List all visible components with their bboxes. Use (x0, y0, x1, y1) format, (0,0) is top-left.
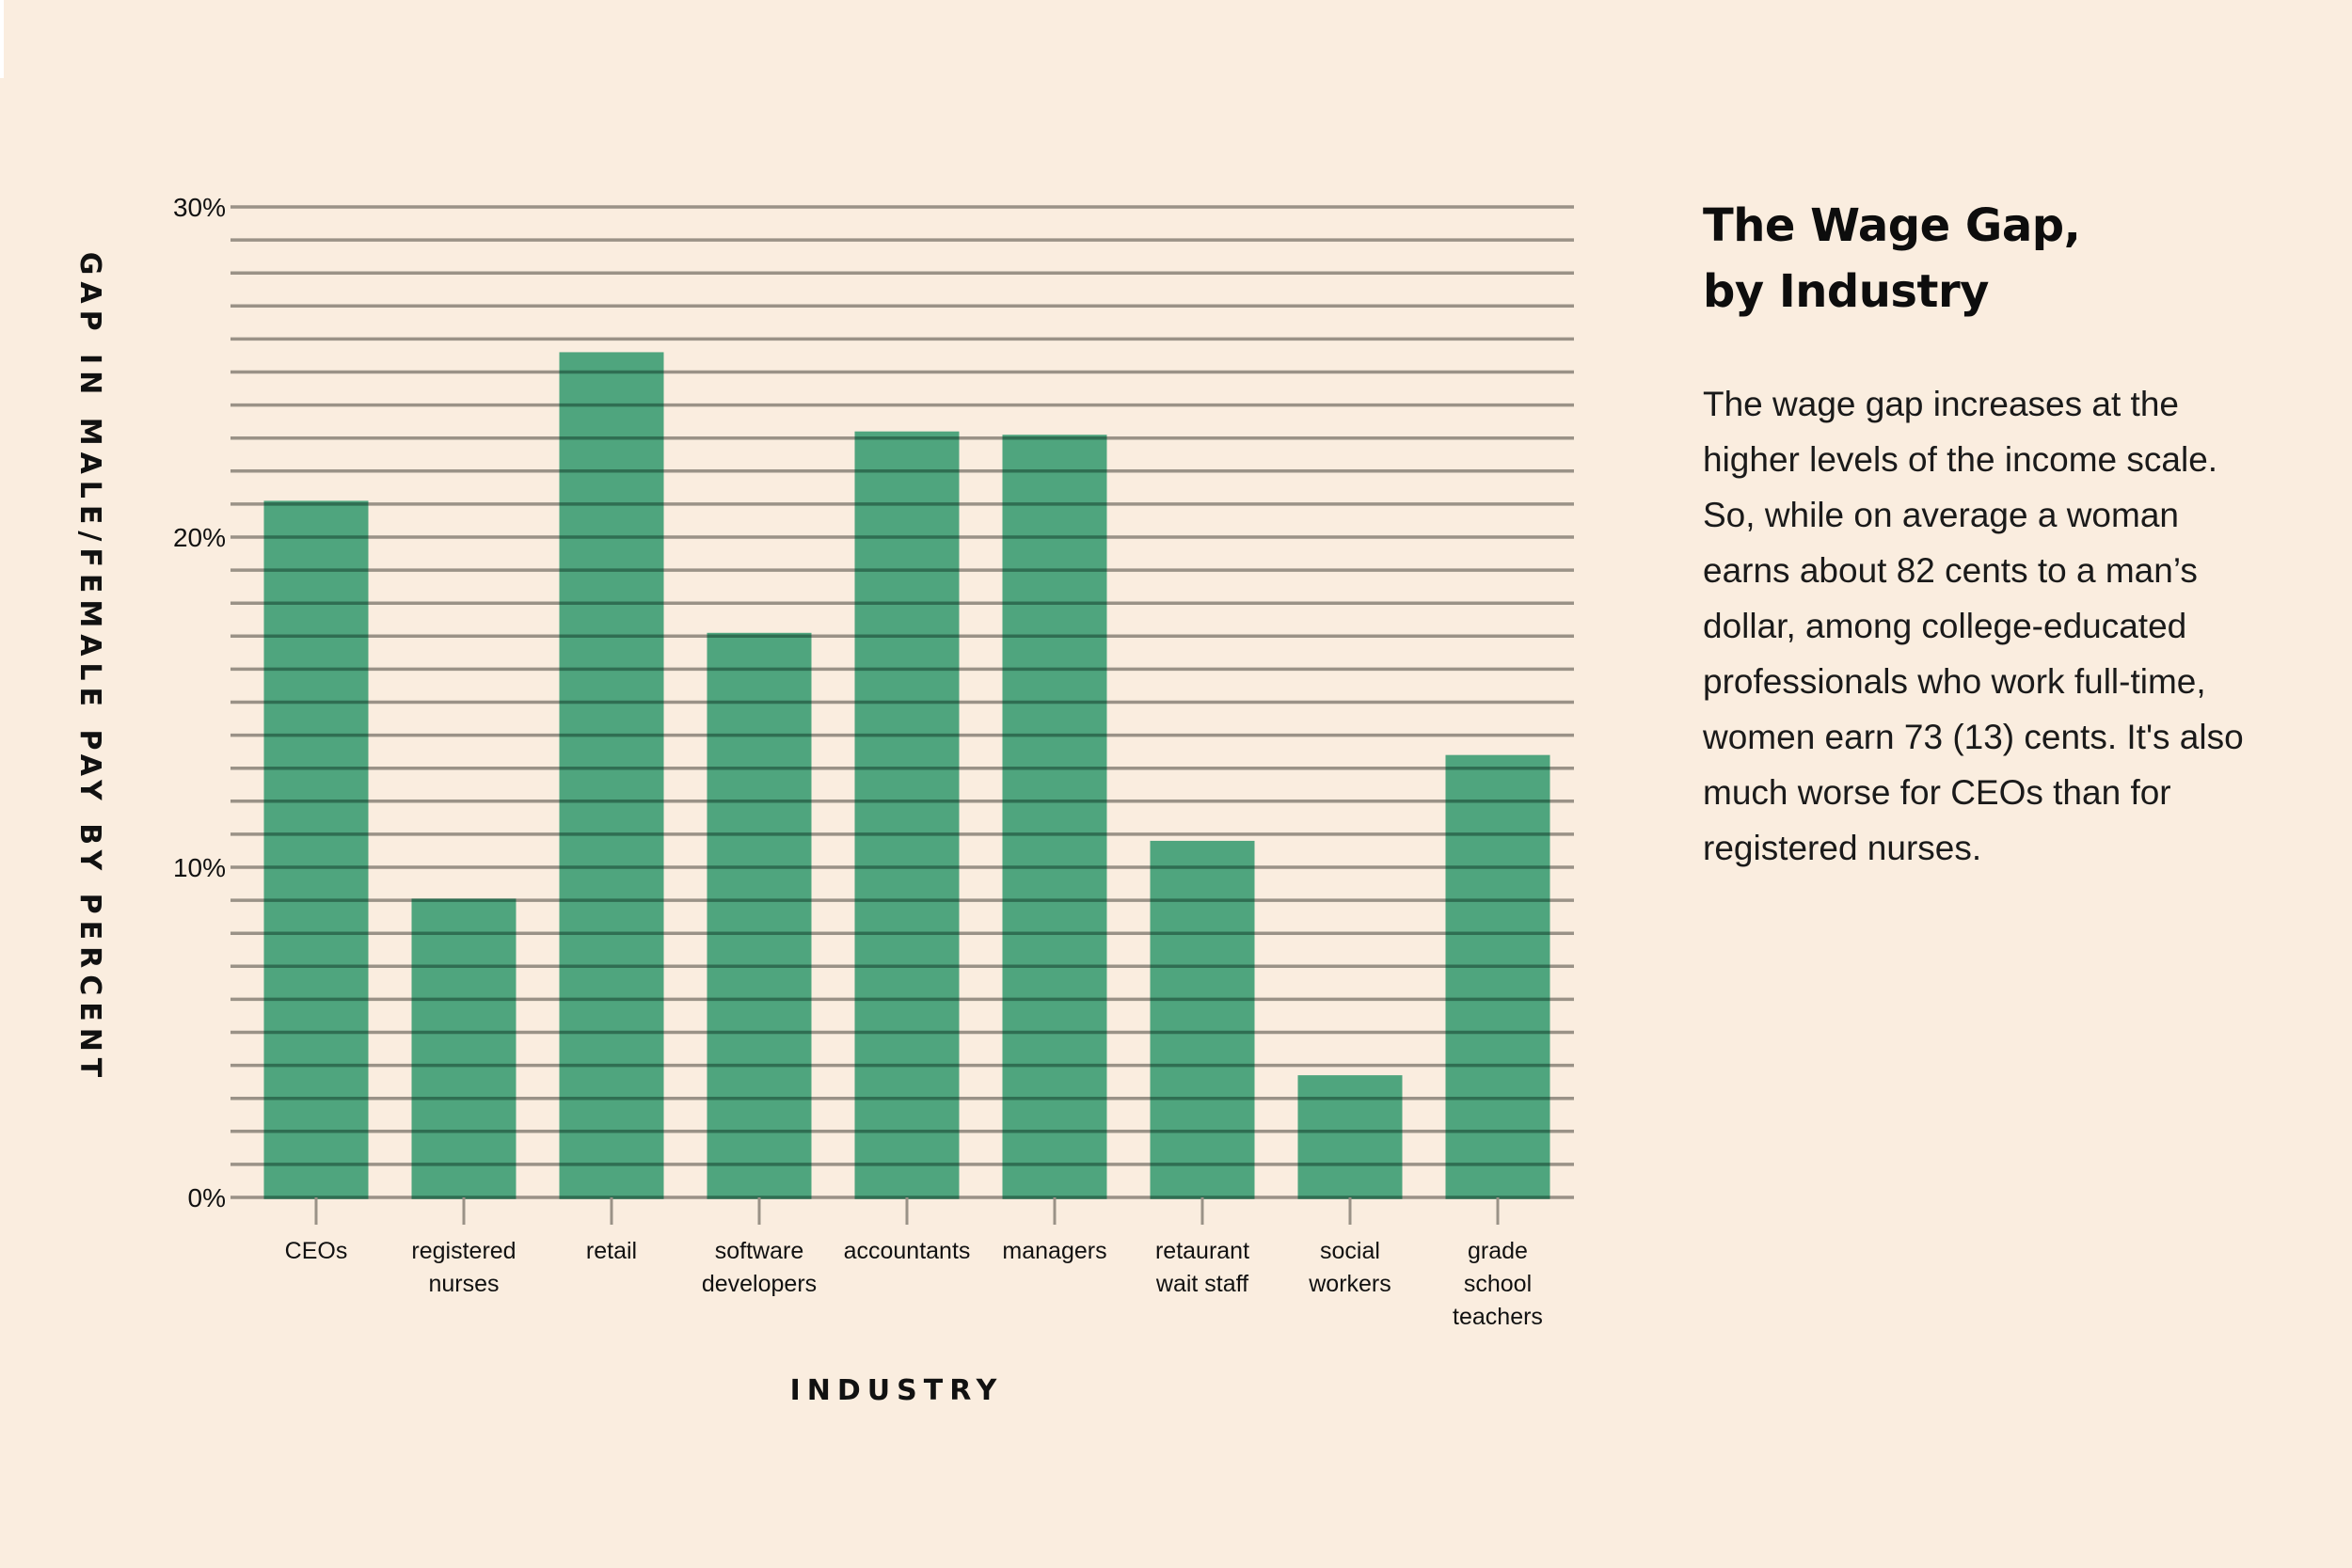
edge-strip (0, 0, 4, 78)
bar-retail (559, 352, 664, 1197)
x-tick-label: CEOs (285, 1238, 348, 1264)
y-axis-ticks: 0% 10% 20% 30% (173, 193, 226, 1212)
x-tick-label: retaurant (1155, 1238, 1249, 1264)
x-tick-label: social (1320, 1238, 1380, 1264)
chart-title-line2: by Industry (1703, 265, 1989, 318)
chart-title: The Wage Gap, by Industry (1703, 193, 2305, 325)
bar-retaurant-wait-staff (1150, 840, 1255, 1197)
y-axis-title: GAP IN MALE/FEMALE PAY BY PERCENT (73, 252, 106, 1085)
bar-software-developers (707, 632, 812, 1197)
gridlines-over-bars (263, 370, 1550, 1199)
bar-grade-school-teachers (1445, 754, 1550, 1197)
y-tick-label: 10% (173, 853, 226, 882)
x-tick-label: managers (1002, 1238, 1106, 1264)
x-axis-ticks: CEOs registered nurses retail software develo… (285, 1197, 1543, 1330)
x-tick-label: school (1464, 1271, 1532, 1297)
bar-social-workers (1297, 1075, 1403, 1197)
bar-registered-nurses (411, 900, 516, 1197)
y-tick-label: 20% (173, 523, 226, 552)
y-tick-label: 30% (173, 193, 226, 222)
bar-ceos (263, 500, 369, 1197)
x-tick-label: teachers (1453, 1304, 1543, 1330)
x-tick-label: developers (702, 1271, 817, 1297)
bar-managers (1002, 435, 1107, 1197)
side-panel: The Wage Gap, by Industry The wage gap i… (1703, 193, 2305, 911)
x-tick-label: accountants (844, 1238, 971, 1264)
x-tick-label: nurses (428, 1271, 499, 1297)
x-tick-label: retail (586, 1238, 637, 1264)
x-tick-label: wait staff (1155, 1271, 1248, 1297)
x-tick-label: registered (411, 1238, 516, 1264)
y-tick-label: 0% (188, 1183, 226, 1212)
x-tick-label: workers (1308, 1271, 1391, 1297)
bar-accountants (854, 431, 960, 1197)
bars (263, 352, 1550, 1197)
chart-title-line1: The Wage Gap, (1703, 199, 2081, 252)
x-axis-title: INDUSTRY (790, 1374, 1004, 1407)
x-tick-label: software (715, 1238, 803, 1264)
x-tick-label: grade (1468, 1238, 1528, 1264)
chart-description: The wage gap increases at the higher lev… (1703, 385, 2244, 867)
